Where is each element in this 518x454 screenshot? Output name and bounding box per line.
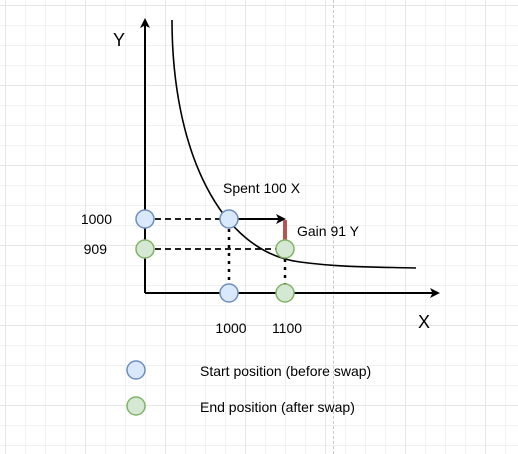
start-x-node [219,283,239,303]
spent-label: Spent 100 X [223,180,301,196]
legend-start-label: Start position (before swap) [200,363,371,379]
y-axis-title: Y [113,30,125,50]
y-tick-909: 909 [84,241,108,257]
start-position-node [219,209,239,229]
end-y-node [135,239,155,259]
constant-product-curve [171,19,417,269]
x-axis-title: X [418,312,430,332]
gain-label: Gain 91 Y [297,223,360,239]
end-x-node [275,283,295,303]
legend-end-label: End position (after swap) [200,399,355,415]
start-y-node [135,209,155,229]
end-position-node [275,239,295,259]
x-tick-1100: 1100 [272,320,302,336]
page-boundary-line [333,0,334,454]
legend-start-swatch [126,360,146,380]
y-tick-1000: 1000 [81,211,112,227]
x-tick-1000: 1000 [215,320,246,336]
legend-end-swatch [126,396,146,416]
